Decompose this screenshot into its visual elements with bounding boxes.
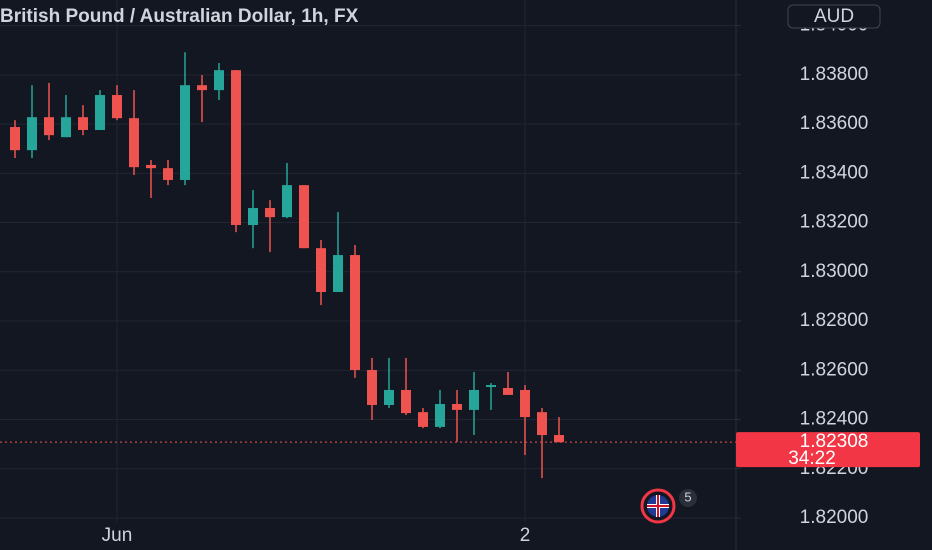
candle-body xyxy=(78,117,88,130)
y-tick-label: 1.82400 xyxy=(800,409,869,430)
candle-body xyxy=(554,435,564,443)
y-tick-label: 1.82000 xyxy=(800,507,869,528)
candle-body xyxy=(231,70,241,226)
candle-body xyxy=(112,95,122,119)
candle-body xyxy=(452,404,462,410)
chart-title: British Pound / Australian Dollar, 1h, F… xyxy=(0,6,359,27)
candle-body xyxy=(350,255,360,371)
y-tick-label: 1.82600 xyxy=(800,359,869,380)
candle-body xyxy=(27,117,37,151)
candle-body xyxy=(265,208,275,218)
candle-body xyxy=(299,185,309,249)
countdown-label: 34:22 xyxy=(788,448,836,469)
candle-body xyxy=(435,404,445,427)
x-tick-label: Jun xyxy=(102,525,133,546)
y-tick-label: 1.83600 xyxy=(800,113,869,134)
candle-body xyxy=(180,85,190,180)
last-price-label: 1.82308 xyxy=(800,431,869,452)
candle-body xyxy=(486,385,496,388)
candle-body xyxy=(537,412,547,436)
y-tick-label: 1.83800 xyxy=(800,64,869,85)
currency-button-label[interactable]: AUD xyxy=(814,6,854,27)
candle-body xyxy=(248,208,258,226)
candle-body xyxy=(367,370,377,405)
candle-body xyxy=(214,70,224,91)
candle-body xyxy=(282,185,292,218)
candle-body xyxy=(384,389,394,405)
candle-body xyxy=(316,248,326,292)
y-tick-label: 1.83000 xyxy=(800,261,869,282)
y-tick-label: 1.83400 xyxy=(800,162,869,183)
candles xyxy=(10,52,564,479)
candle-body xyxy=(146,164,156,169)
candle-body xyxy=(197,85,207,91)
grid xyxy=(0,0,736,522)
candle-body xyxy=(520,389,530,418)
candle-body xyxy=(44,117,54,136)
candle-body xyxy=(418,412,428,427)
candle-body xyxy=(129,118,139,168)
candle-body xyxy=(163,168,173,180)
candle-body xyxy=(61,117,71,138)
candle-body xyxy=(503,388,513,395)
candle-body xyxy=(469,389,479,410)
badge-count-bg xyxy=(679,489,697,507)
candle-body xyxy=(10,127,20,151)
currency-button[interactable] xyxy=(787,4,881,29)
x-tick-label: 2 xyxy=(520,525,531,546)
last-price-box xyxy=(736,432,920,468)
candle-body xyxy=(401,389,411,414)
candle-body xyxy=(333,255,343,292)
y-tick-label: 1.83200 xyxy=(800,212,869,233)
badge-count: 5 xyxy=(684,489,691,504)
candle-body xyxy=(95,95,105,130)
y-tick-label: 1.82800 xyxy=(800,310,869,331)
